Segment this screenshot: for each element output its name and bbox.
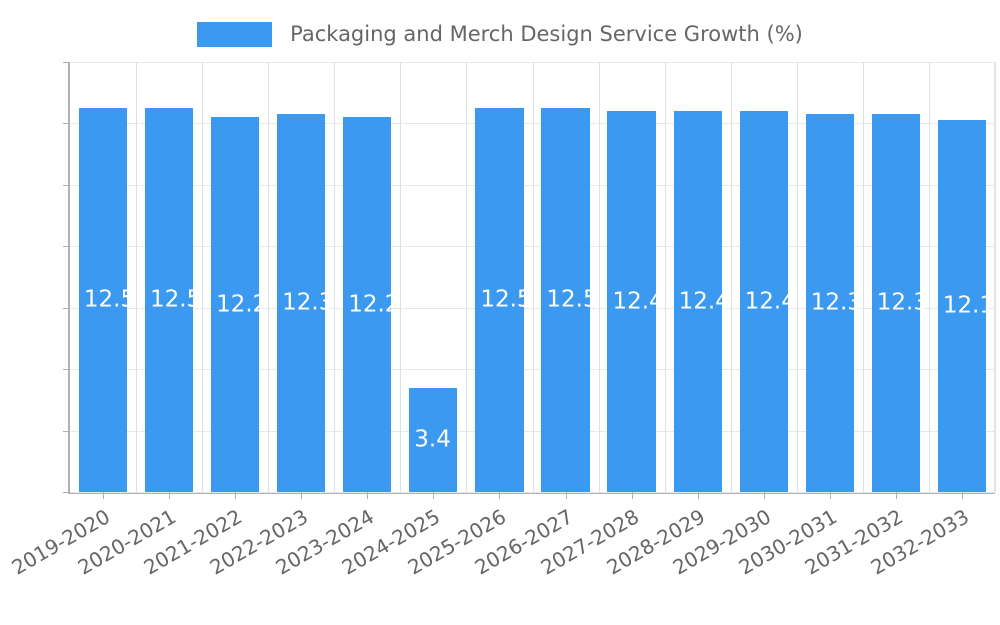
bar[interactable] [409, 387, 458, 492]
x-axis-tick-mark [962, 492, 963, 499]
gridline-vertical [995, 62, 996, 492]
bar-value-label: 12.4 [612, 288, 664, 315]
x-axis-tick-mark [301, 492, 302, 499]
x-axis-tick-mark [764, 492, 765, 499]
gridline-vertical [466, 62, 467, 492]
y-axis-tick-mark [63, 492, 70, 493]
gridline-vertical [400, 62, 401, 492]
y-axis-tick-mark [63, 123, 70, 125]
x-axis-tick-mark [698, 492, 699, 499]
bar-value-label: 12.4 [678, 288, 730, 315]
gridline-horizontal [70, 123, 995, 125]
bar-value-label: 12.2 [348, 291, 400, 318]
chart-legend: Packaging and Merch Design Service Growt… [0, 12, 1000, 56]
gridline-horizontal [70, 246, 995, 248]
bar-value-label: 12.5 [480, 286, 532, 313]
x-axis-tick-mark [367, 492, 368, 499]
bar-value-label: 12.4 [744, 288, 796, 315]
y-axis-tick-mark [63, 62, 70, 63]
bar-value-label: 12.5 [546, 286, 598, 313]
bar[interactable] [937, 120, 987, 492]
bar[interactable] [277, 114, 326, 492]
gridline-horizontal [70, 184, 995, 186]
gridline-vertical [268, 62, 269, 492]
gridline-vertical [533, 62, 534, 492]
bar[interactable] [805, 114, 854, 492]
bar[interactable] [871, 114, 920, 492]
x-axis-tick-mark [896, 492, 897, 499]
y-axis-tick-mark [63, 369, 70, 371]
legend-item[interactable]: Packaging and Merch Design Service Growt… [197, 21, 803, 47]
x-axis-tick-mark [433, 492, 434, 499]
y-axis-tick-mark [63, 246, 70, 248]
x-axis-tick-mark [235, 492, 236, 499]
bar-chart: Packaging and Merch Design Service Growt… [0, 12, 1000, 580]
bar[interactable] [541, 108, 590, 492]
gridline-vertical [665, 62, 666, 492]
gridline-vertical [863, 62, 864, 492]
bar-value-label: 12.3 [876, 289, 928, 316]
bar[interactable] [475, 108, 524, 492]
gridline-vertical [136, 62, 137, 492]
bar[interactable] [211, 117, 260, 492]
y-axis-tick-mark [63, 307, 70, 309]
legend-color-swatch-icon [197, 21, 273, 47]
bar[interactable] [673, 111, 722, 492]
bar[interactable] [343, 117, 392, 492]
gridline-horizontal [70, 62, 995, 63]
gridline-vertical [202, 62, 203, 492]
x-axis-tick-mark [103, 492, 104, 499]
bar-value-label: 3.4 [414, 426, 451, 453]
gridline-horizontal [70, 369, 995, 371]
gridline-horizontal [70, 492, 995, 493]
bar[interactable] [739, 111, 788, 492]
bar[interactable] [144, 108, 194, 492]
bar-value-label: 12.3 [810, 289, 862, 316]
y-axis-tick-mark [63, 184, 70, 186]
plot-area: 02468101214 2019-20202020-20212021-20222… [8, 62, 996, 580]
x-axis-tick-mark [830, 492, 831, 499]
gridline-horizontal [70, 430, 995, 432]
legend-label: Packaging and Merch Design Service Growt… [290, 21, 803, 46]
gridline-vertical [334, 62, 335, 492]
bar[interactable] [78, 108, 128, 492]
gridline-vertical [599, 62, 600, 492]
x-axis-tick-mark [632, 492, 633, 499]
plot-frame-right [994, 62, 995, 492]
bar-value-label: 12.5 [149, 286, 202, 313]
bar-value-label: 12.3 [282, 289, 334, 316]
gridline-vertical [929, 62, 930, 492]
x-axis-tick-mark [566, 492, 567, 499]
bar-value-label: 12.5 [83, 286, 136, 313]
bar-value-label: 12.2 [216, 291, 268, 318]
bar-value-label: 12.1 [942, 292, 995, 319]
x-axis-tick-mark [499, 492, 500, 499]
y-axis-tick-mark [63, 430, 70, 432]
gridline-vertical [731, 62, 732, 492]
x-axis-tick-mark [169, 492, 170, 499]
bar[interactable] [607, 111, 656, 492]
gridline-vertical [797, 62, 798, 492]
gridline-horizontal [70, 307, 995, 309]
